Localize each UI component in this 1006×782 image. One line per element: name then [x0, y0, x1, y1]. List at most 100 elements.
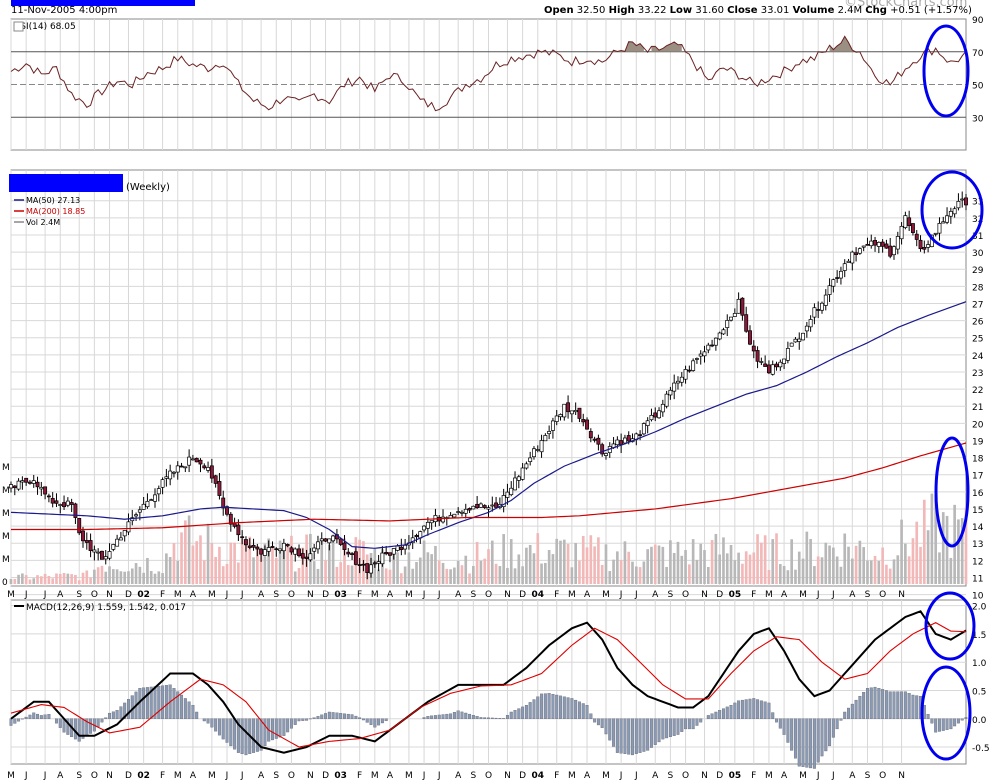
volume-bar [47, 576, 51, 584]
volume-bar [445, 568, 449, 584]
macd-histogram-bar [854, 699, 858, 719]
volume-bar [346, 565, 350, 584]
macd-histogram-bar [180, 694, 184, 719]
candle-body [141, 503, 146, 510]
volume-bar [43, 573, 47, 584]
candle-body [156, 488, 161, 495]
volume-bar [581, 535, 585, 584]
candle-body [262, 549, 267, 556]
price-y-tick-label: 30 [972, 249, 984, 259]
volume-bar [17, 574, 20, 584]
volume-bar [176, 560, 180, 584]
macd-histogram-bar [589, 713, 593, 719]
macd-histogram-bar [862, 692, 866, 719]
candle-body [835, 277, 840, 279]
volume-bar [312, 561, 316, 584]
x-axis-month-label-bottom: F [357, 771, 362, 781]
volume-bar [490, 540, 494, 584]
macd-histogram-bar [555, 694, 559, 719]
x-axis-month-label: S [668, 590, 674, 600]
x-axis-month-label: O [879, 590, 886, 600]
volume-bar [763, 535, 767, 584]
volume-bar [475, 541, 479, 584]
candle-body [384, 551, 389, 555]
volume-bar [89, 577, 92, 584]
price-y-tick-label: 12 [972, 557, 983, 567]
x-axis-month-label: N [106, 590, 113, 600]
open-value: 32.50 [576, 5, 606, 16]
macd-histogram-bar [259, 718, 263, 751]
macd-histogram-bar [108, 712, 112, 719]
volume-bar [494, 563, 498, 584]
macd-histogram-bar [301, 718, 305, 721]
volume-bar [839, 566, 843, 584]
volume-bar [104, 571, 108, 584]
volume-axis-label: 0 [2, 578, 8, 588]
x-axis-month-label-bottom: A [781, 771, 788, 781]
volume-bar [328, 544, 331, 584]
volume-bar [551, 554, 555, 584]
volume-bar [195, 541, 199, 584]
macd-histogram-bar [937, 718, 941, 732]
macd-histogram-bar [361, 718, 365, 721]
macd-histogram-bar [176, 691, 180, 719]
macd-histogram-bar [221, 718, 225, 740]
macd-histogram-bar [346, 713, 350, 719]
candle-body [266, 547, 271, 552]
macd-histogram-bar [793, 718, 797, 759]
volume-bar [604, 544, 608, 584]
x-axis-month-label: A [387, 590, 394, 600]
macd-histogram-bar [559, 695, 562, 719]
candle-body [926, 244, 931, 248]
x-axis-month-label: N [701, 590, 708, 600]
x-axis-month-label: F [554, 590, 559, 600]
x-axis-month-label: N [504, 590, 511, 600]
macd-y-tick-label: 1.5 [972, 631, 986, 641]
volume-bar [782, 566, 786, 584]
price-y-tick-label: 17 [972, 472, 983, 482]
macd-histogram-bar [532, 699, 536, 719]
volume-bar [453, 567, 456, 584]
macd-histogram-bar [384, 718, 388, 722]
candle-body [801, 332, 805, 341]
macd-histogram-bar [210, 718, 214, 728]
candle-body [910, 223, 915, 233]
macd-histogram-bar [828, 718, 832, 747]
volume-bar [680, 555, 684, 584]
volume-bar [21, 573, 24, 584]
macd-histogram-bar [100, 718, 104, 723]
candle-body [319, 538, 324, 542]
x-axis-month-label-bottom: A [584, 771, 591, 781]
volume-bar [786, 570, 790, 584]
macd-histogram-bar [24, 716, 28, 719]
macd-histogram-bar [441, 714, 445, 719]
rsi-legend-swatch [13, 21, 24, 32]
candle-body [793, 338, 798, 343]
candle-body [293, 548, 298, 555]
volume-bar [111, 569, 115, 584]
volume-bar [62, 572, 66, 584]
x-axis-month-label: A [584, 590, 591, 600]
x-axis-month-label-bottom: J [225, 771, 229, 781]
candle-body [65, 500, 70, 506]
candle-body [660, 403, 665, 413]
volume-bar [699, 543, 703, 584]
high-label: High [608, 5, 635, 16]
candle-body [342, 542, 347, 550]
candle-body [399, 546, 404, 550]
macd-histogram-bar [824, 718, 828, 752]
volume-bar [138, 566, 142, 584]
candle-body [789, 342, 794, 347]
macd-histogram-bar [615, 718, 619, 753]
macd-histogram-bar [494, 717, 498, 719]
macd-histogram-bar [953, 718, 957, 727]
volume-bar [297, 568, 301, 584]
price-y-tick-label: 28 [972, 283, 984, 293]
candle-body [615, 439, 620, 446]
candle-body [516, 476, 521, 481]
candle-body [73, 503, 78, 518]
volume-bar [809, 538, 812, 584]
volume-bar [775, 533, 778, 584]
low-label: Low [669, 5, 693, 16]
volume-bar [343, 538, 346, 584]
